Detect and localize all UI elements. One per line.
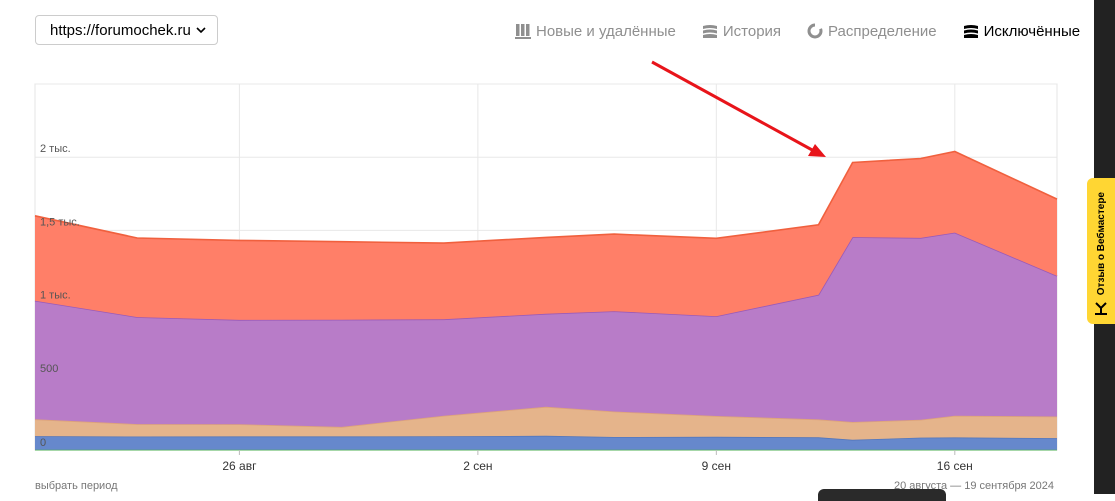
y-tick-label: 1 тыс.	[40, 290, 71, 302]
x-axis-labels: 26 авг 2 сен 9 сен 16 сен	[222, 450, 972, 473]
annotation-arrow-line	[652, 62, 814, 151]
x-tick-label: 9 сен	[702, 459, 731, 473]
feedback-icon	[1093, 300, 1109, 316]
x-tick-label: 2 сен	[463, 459, 492, 473]
feedback-button[interactable]: Отзыв о Вебмастере	[1087, 178, 1115, 324]
feedback-label: Отзыв о Вебмастере	[1096, 192, 1107, 295]
chart-areas	[35, 152, 1057, 451]
y-tick-label: 500	[40, 363, 58, 375]
y-tick-label: 2 тыс.	[40, 143, 71, 155]
y-tick-label: 0	[40, 437, 46, 449]
annotation-arrow	[652, 62, 826, 157]
floating-panel-edge	[818, 489, 946, 501]
x-tick-label: 16 сен	[937, 459, 973, 473]
select-period-link[interactable]: выбрать период	[35, 480, 118, 492]
x-tick-label: 26 авг	[222, 459, 257, 473]
y-tick-label: 1,5 тыс.	[40, 216, 80, 228]
